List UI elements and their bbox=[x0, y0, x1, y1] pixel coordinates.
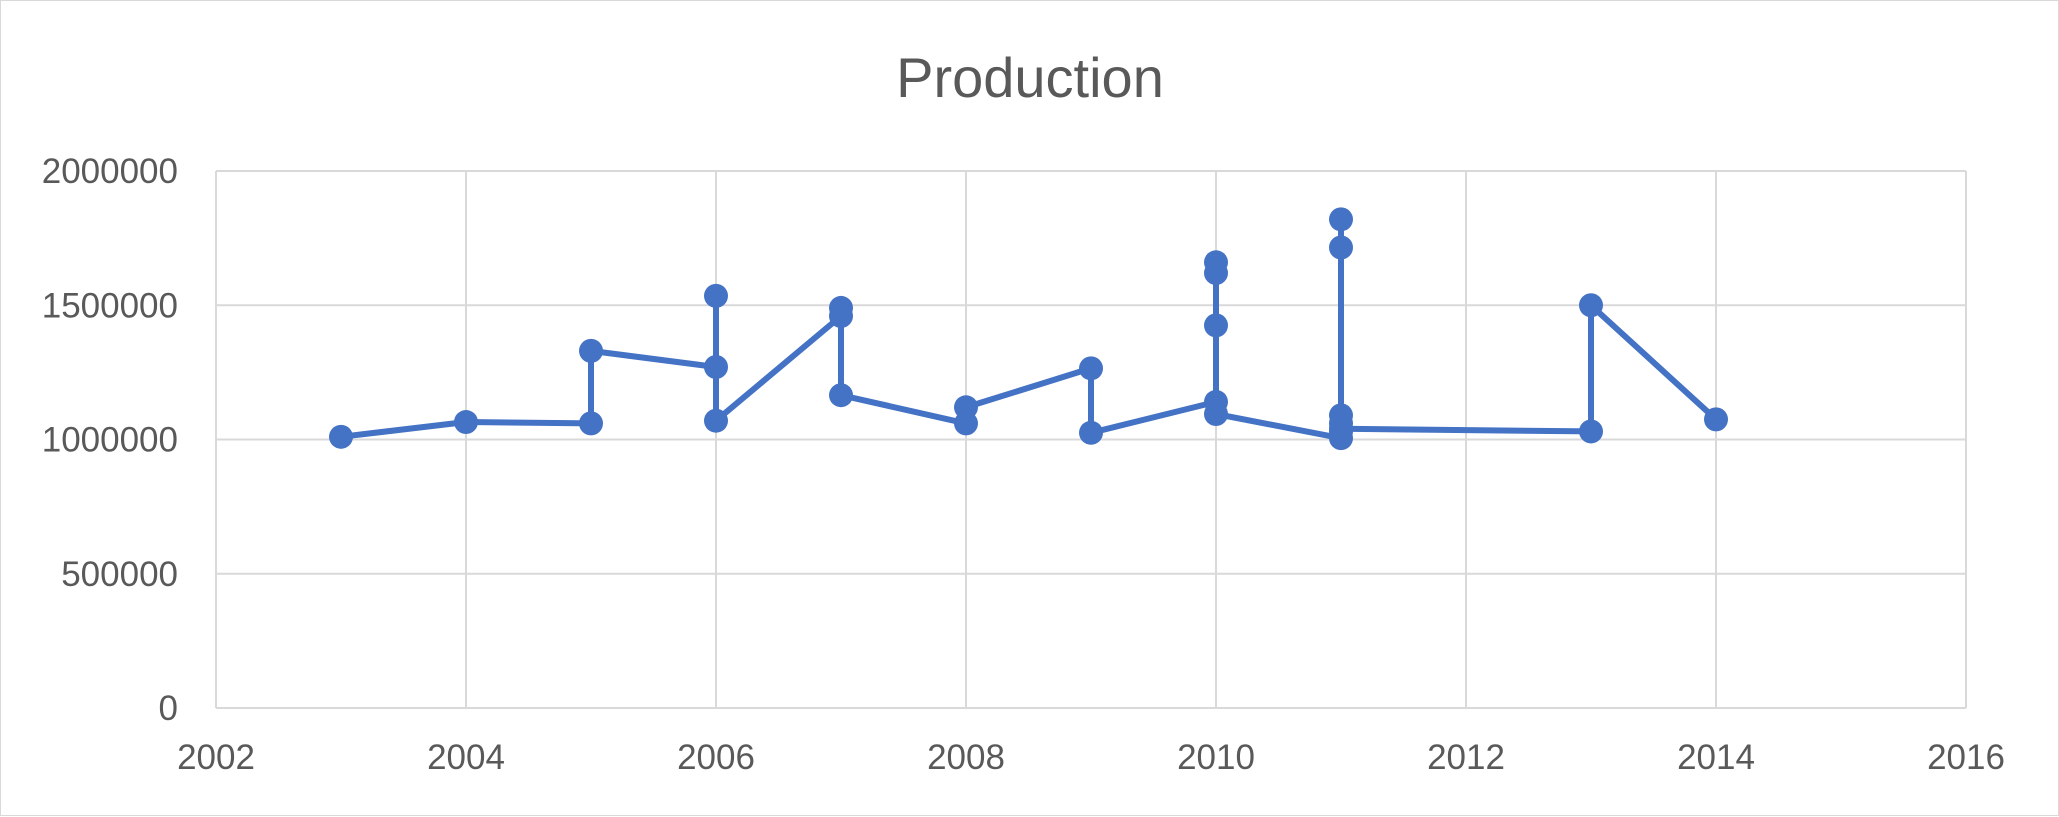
data-point bbox=[704, 408, 728, 433]
data-point bbox=[1579, 419, 1603, 444]
data-point bbox=[1079, 420, 1103, 445]
x-tick-label: 2006 bbox=[677, 738, 755, 777]
x-tick-label: 2016 bbox=[1927, 738, 2005, 777]
x-axis-ticks: 2002 2004 2006 2008 2010 2012 2014 2016 bbox=[177, 738, 2005, 777]
data-point bbox=[1329, 207, 1353, 232]
data-point bbox=[1204, 401, 1228, 426]
x-tick-label: 2014 bbox=[1677, 738, 1755, 777]
chart-title: Production bbox=[896, 46, 1164, 109]
x-tick-label: 2012 bbox=[1427, 738, 1505, 777]
data-point bbox=[1579, 293, 1603, 318]
data-point bbox=[954, 395, 978, 420]
x-tick-label: 2004 bbox=[427, 738, 505, 777]
data-point bbox=[829, 383, 853, 408]
data-point bbox=[454, 410, 478, 435]
series-group bbox=[329, 207, 1728, 451]
data-point bbox=[579, 411, 603, 436]
data-point bbox=[329, 424, 353, 449]
data-point bbox=[1704, 407, 1728, 432]
y-tick-label: 1000000 bbox=[42, 421, 178, 460]
y-tick-label: 0 bbox=[159, 689, 178, 728]
data-point bbox=[1329, 235, 1353, 260]
data-point bbox=[1329, 416, 1353, 441]
x-tick-label: 2002 bbox=[177, 738, 255, 777]
data-point bbox=[1204, 250, 1228, 275]
y-axis-ticks: 0 500000 1000000 1500000 2000000 bbox=[42, 152, 178, 728]
y-tick-label: 2000000 bbox=[42, 152, 178, 191]
data-point bbox=[579, 338, 603, 363]
data-point bbox=[704, 355, 728, 380]
data-point bbox=[829, 295, 853, 320]
series-line bbox=[338, 216, 1719, 442]
y-tick-label: 500000 bbox=[61, 555, 178, 594]
x-tick-label: 2008 bbox=[927, 738, 1005, 777]
y-tick-label: 1500000 bbox=[42, 286, 178, 325]
data-point bbox=[704, 283, 728, 308]
x-tick-label: 2010 bbox=[1177, 738, 1255, 777]
grid bbox=[215, 170, 1967, 709]
data-point bbox=[1079, 356, 1103, 381]
data-point bbox=[1204, 313, 1228, 338]
